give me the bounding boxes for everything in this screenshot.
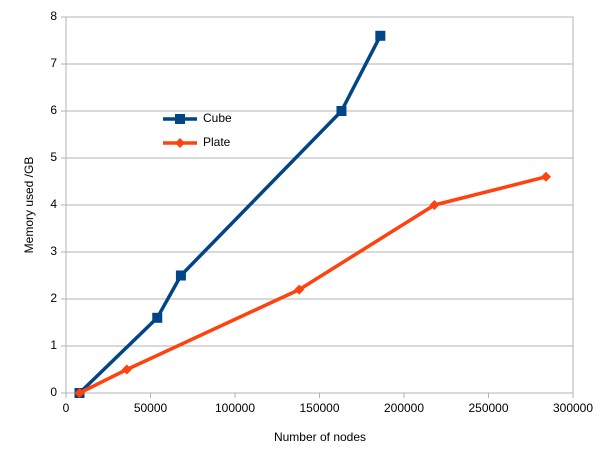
x-tick-label: 300000	[553, 401, 593, 415]
marker	[294, 284, 305, 295]
legend-marker	[175, 114, 185, 124]
y-tick-label: 0	[50, 385, 57, 399]
marker	[540, 171, 551, 182]
x-tick-label: 0	[63, 401, 70, 415]
legend-label: Plate	[203, 135, 231, 149]
plot-frame	[65, 16, 574, 394]
marker	[152, 312, 163, 323]
x-axis-label: Number of nodes	[274, 430, 366, 444]
marker	[429, 200, 440, 210]
y-tick-label: 3	[50, 244, 57, 258]
legend-label: Cube	[203, 111, 232, 125]
marker	[175, 270, 186, 281]
y-tick-label: 1	[50, 338, 57, 352]
marker	[74, 388, 85, 398]
y-tick-label: 5	[50, 150, 57, 164]
series-line	[78, 34, 382, 395]
y-tick-label: 6	[50, 103, 57, 117]
x-tick-label: 200000	[384, 401, 424, 415]
y-tick-label: 7	[50, 56, 57, 70]
y-axis-label: Memory used /GB	[22, 157, 36, 254]
marker	[336, 106, 347, 116]
legend-marker	[175, 138, 185, 148]
x-tick-label: 250000	[468, 401, 508, 415]
x-tick-label: 150000	[299, 401, 339, 415]
y-tick-label: 4	[50, 197, 57, 211]
x-tick-label: 100000	[215, 401, 255, 415]
y-tick-label: 2	[50, 291, 57, 305]
marker	[121, 364, 132, 375]
y-tick-label: 8	[50, 9, 57, 23]
marker	[375, 30, 386, 41]
x-tick-label: 50000	[134, 401, 168, 415]
series-line	[78, 175, 547, 395]
